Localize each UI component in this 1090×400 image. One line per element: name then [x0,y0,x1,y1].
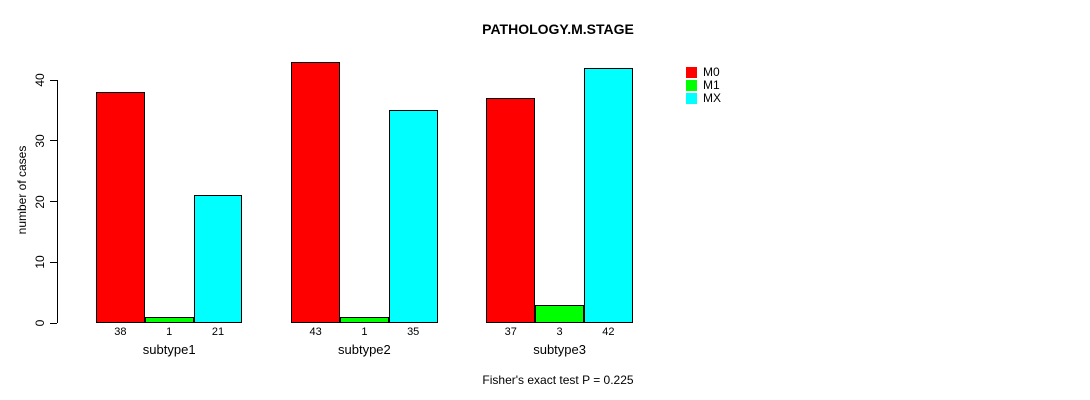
bar-value-label: 37 [504,326,517,338]
bar-value-label: 38 [114,326,127,338]
legend-swatch [686,93,697,104]
y-axis-line [57,80,58,323]
y-axis-tick-label-text: 40 [33,73,47,87]
bar-M1-subtype2 [340,316,389,323]
bar-value-label: 35 [407,326,420,338]
legend: M0 M1 MX [686,66,721,105]
legend-label: MX [703,91,721,105]
bar-MX-subtype3 [584,67,633,323]
y-axis-tick [50,322,57,324]
chart-title: PATHOLOGY.M.STAGE [482,21,634,37]
bar-value-label: 42 [602,326,615,338]
bar-value-label: 43 [309,326,322,338]
y-axis-tick-label-text: 20 [33,194,47,209]
bar-value-label: 1 [361,326,368,338]
legend-item-M1: M1 [686,79,721,92]
bar-M0-subtype3 [486,98,536,323]
bar-value-label: 1 [166,326,173,338]
category-label-subtype3: subtype3 [533,342,586,357]
y-axis-tick [50,261,57,263]
y-axis-tick-label-text: 10 [33,255,47,269]
legend-item-M0: M0 [686,66,721,79]
footer-note: Fisher's exact test P = 0.225 [482,373,634,387]
bar-M1-subtype3 [535,304,584,323]
bar-value-label: 21 [211,326,225,338]
bar-value-label: 3 [556,326,563,338]
bar-M1-subtype1 [144,316,194,323]
bar-MX-subtype2 [388,110,438,323]
y-axis-label: number of cases [15,145,29,235]
bar-M0-subtype1 [96,92,145,323]
category-label-subtype1: subtype1 [142,342,196,357]
y-axis-tick-label-text: 0 [33,319,47,327]
legend-item-MX: MX [686,92,721,105]
legend-label: M0 [703,65,720,79]
bar-MX-subtype1 [193,195,243,323]
legend-label: M1 [703,78,720,92]
y-axis-tick-label-text: 30 [33,134,47,148]
y-axis-tick [50,201,57,202]
y-axis-tick [50,79,57,81]
legend-swatch [686,80,697,91]
legend-swatch [686,67,697,78]
category-label-subtype2: subtype2 [338,342,391,357]
y-axis-tick [50,140,57,142]
bar-M0-subtype2 [291,61,340,323]
